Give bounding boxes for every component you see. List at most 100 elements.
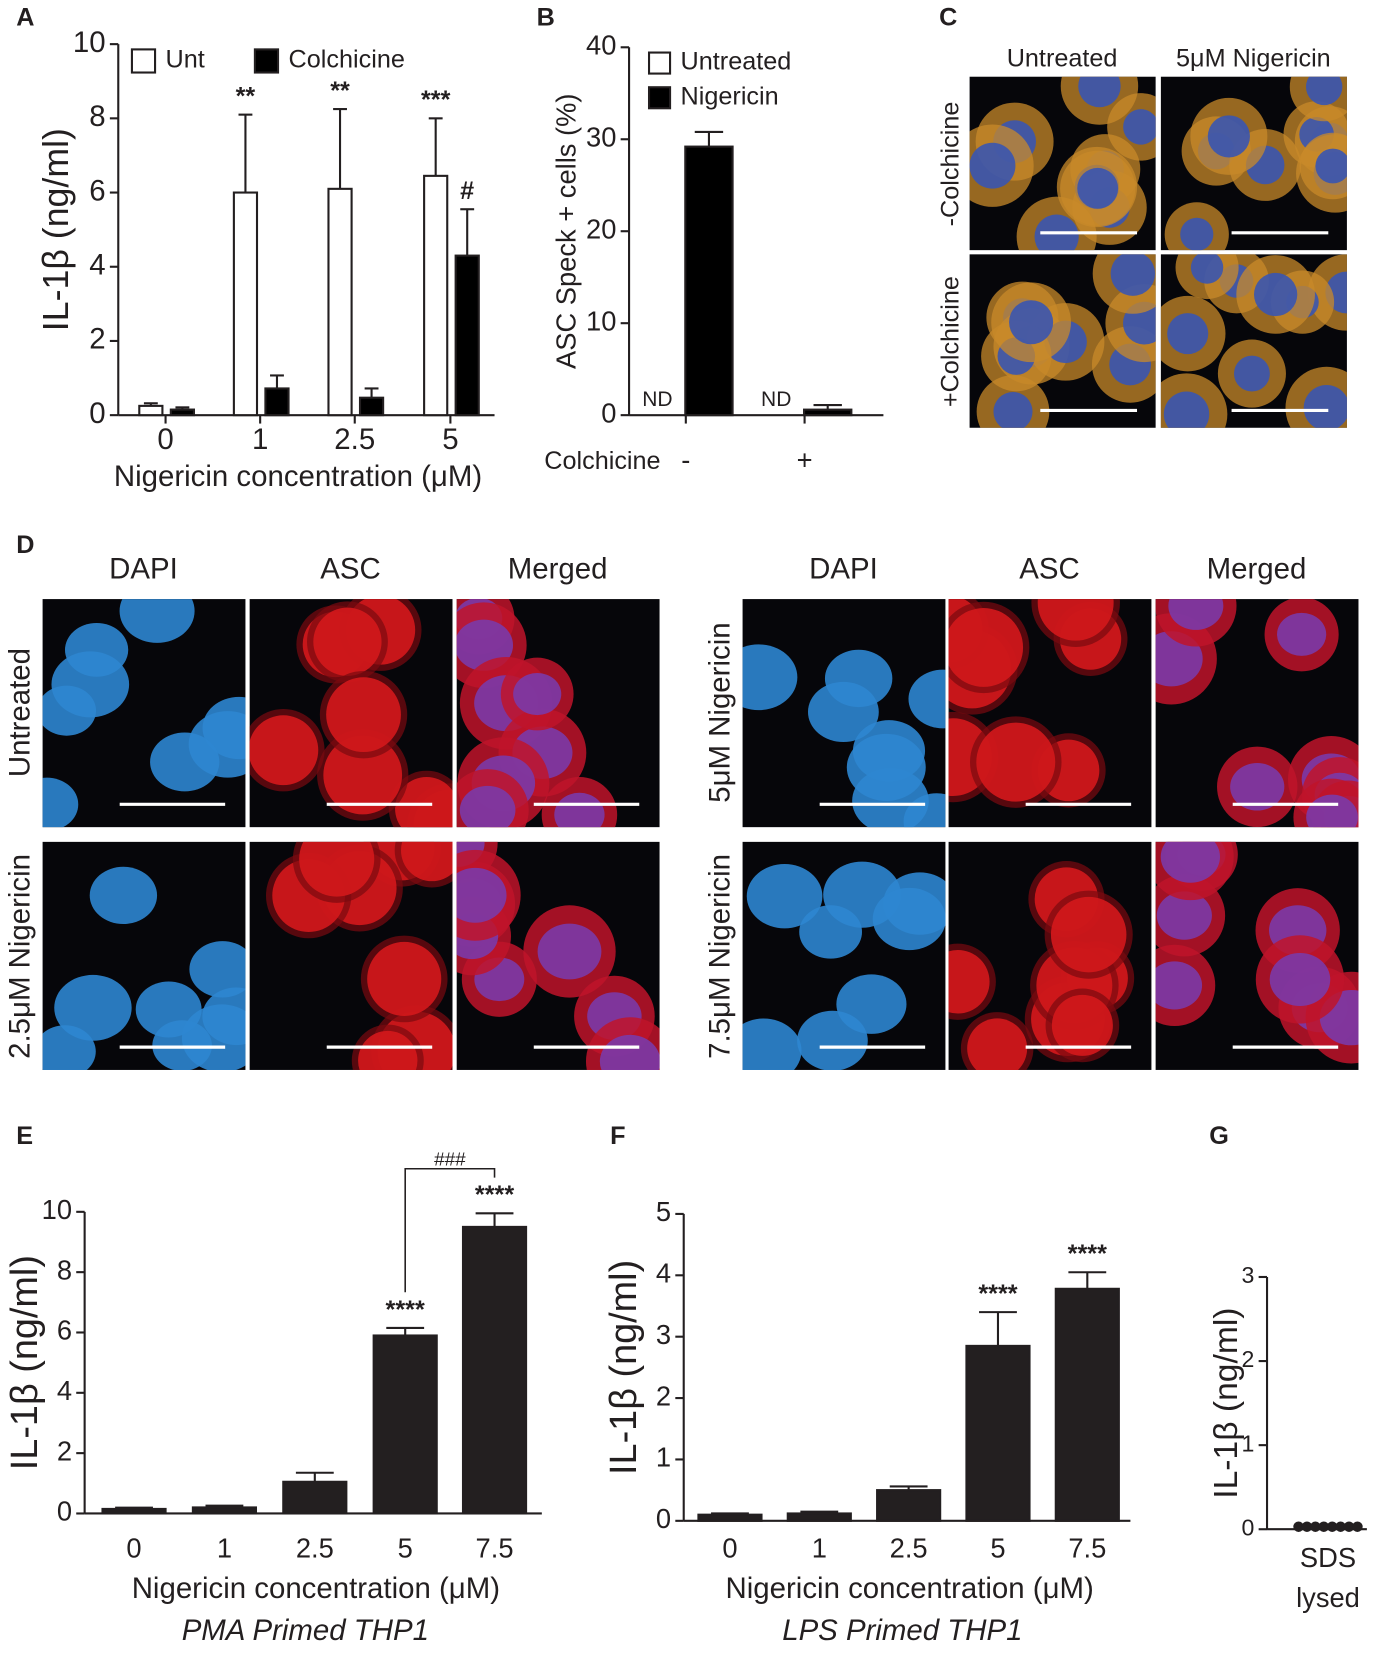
x-tick-label: 2.5 [296,1532,334,1563]
x-tick-label: 2.5 [890,1532,928,1563]
nucleus [54,974,132,1041]
significance: ** [330,77,350,105]
panel-label: B [537,4,555,32]
panel-label: G [1209,1122,1229,1150]
nucleus [1305,76,1343,106]
row-label: 7.5μM Nigericin [703,854,736,1059]
nucleus [1167,313,1209,355]
y-tick-label: 2 [1242,1346,1255,1372]
bar [169,408,195,417]
cell-core [249,715,319,786]
nucleus [872,887,946,951]
nucleus [742,644,798,711]
y-tick-label: 2 [57,1435,72,1466]
micrograph [948,599,1152,828]
cell-core [323,735,403,815]
value-label: ND [761,388,791,411]
x-tick-label: 5 [990,1532,1005,1563]
cells [1164,76,1347,251]
micrograph [1155,841,1359,1070]
significance: **** [386,1296,425,1324]
y-tick-label: 0 [1242,1514,1255,1540]
cells [249,599,453,828]
y-tick-label: 6 [57,1315,72,1346]
nucleus [1155,961,1203,1010]
nucleus [1156,891,1212,940]
column-label: ASC [320,552,380,585]
bar [803,408,853,417]
column-label: Merged [508,552,608,585]
y-axis-label: IL-1β (ng/ml) [36,128,76,331]
panel-label: F [610,1122,625,1150]
micrograph [742,841,946,1070]
x-tick-label: 1 [217,1532,232,1563]
legend-label: Nigericin [681,82,779,110]
y-tick-label: 40 [586,30,616,61]
micrograph [742,599,946,828]
nucleus [807,681,879,743]
nucleus [459,785,516,828]
bar [876,1489,942,1522]
y-tick-label: 4 [89,249,105,282]
chart: 0 1 2 3 4 5 IL-1β (ng/ml) Nigericin concentrati… [603,1196,1131,1647]
x-tick-label: 7.5 [476,1532,514,1563]
legend-label: Colchicine [289,46,405,74]
cell-core [299,841,375,897]
nucleus [1009,300,1054,345]
nucleus [1168,599,1224,630]
legend-swatch [130,48,157,74]
nucleus [1078,76,1121,108]
y-axis-label: IL-1β (ng/ml) [1208,1307,1245,1498]
legend-label: Unt [166,46,205,74]
micrograph [42,841,246,1070]
column-label: Untreated [1007,45,1118,73]
nucleus [846,733,926,801]
y-axis-label: IL-1β (ng/ml) [4,1255,46,1470]
cell-core [1051,994,1113,1056]
value-label: ND [642,388,672,411]
bar [372,1334,438,1515]
significance: **** [978,1280,1017,1308]
bar [282,1480,348,1515]
legend-swatch [647,51,672,75]
row-label: -Colchicine [936,102,964,227]
row-label: 5μM Nigericin [703,622,736,802]
x-tick-label: SDS lysed [1296,1541,1360,1614]
x-tick-label: 1 [252,423,268,456]
nucleus [202,696,246,760]
nucleus [42,777,79,828]
cell-core [948,949,990,1014]
significance: # [460,177,474,205]
cell-core [367,941,442,1016]
y-tick-label: 8 [89,100,105,133]
y-tick-label: 0 [656,1503,671,1534]
y-tick-label: 4 [656,1258,671,1289]
y-tick-label: 0 [601,397,616,428]
x-tick-label: - [681,445,690,476]
micrograph [969,76,1156,251]
micrograph [1160,254,1347,428]
cells [976,254,1156,428]
column-label: DAPI [809,552,878,585]
nucleus [1269,952,1331,1006]
bar [264,387,290,417]
cell-core [326,677,401,753]
panel-label: E [16,1122,33,1150]
bar [786,1512,852,1522]
micrograph [948,841,1152,1070]
panel-label: C [939,4,957,32]
nucleus [1277,612,1327,656]
micrograph [969,254,1156,428]
cell-core [400,841,453,882]
nucleus [513,673,562,716]
x-tick-label: 5 [398,1532,413,1563]
nucleus [969,142,1016,189]
y-tick-label: 1 [1242,1430,1255,1456]
point [1301,1521,1313,1532]
significance: ** [236,82,256,110]
x-tick-label: 5 [442,423,458,456]
y-tick-label: 8 [57,1254,72,1285]
x-tick-label: 2.5 [334,423,375,456]
